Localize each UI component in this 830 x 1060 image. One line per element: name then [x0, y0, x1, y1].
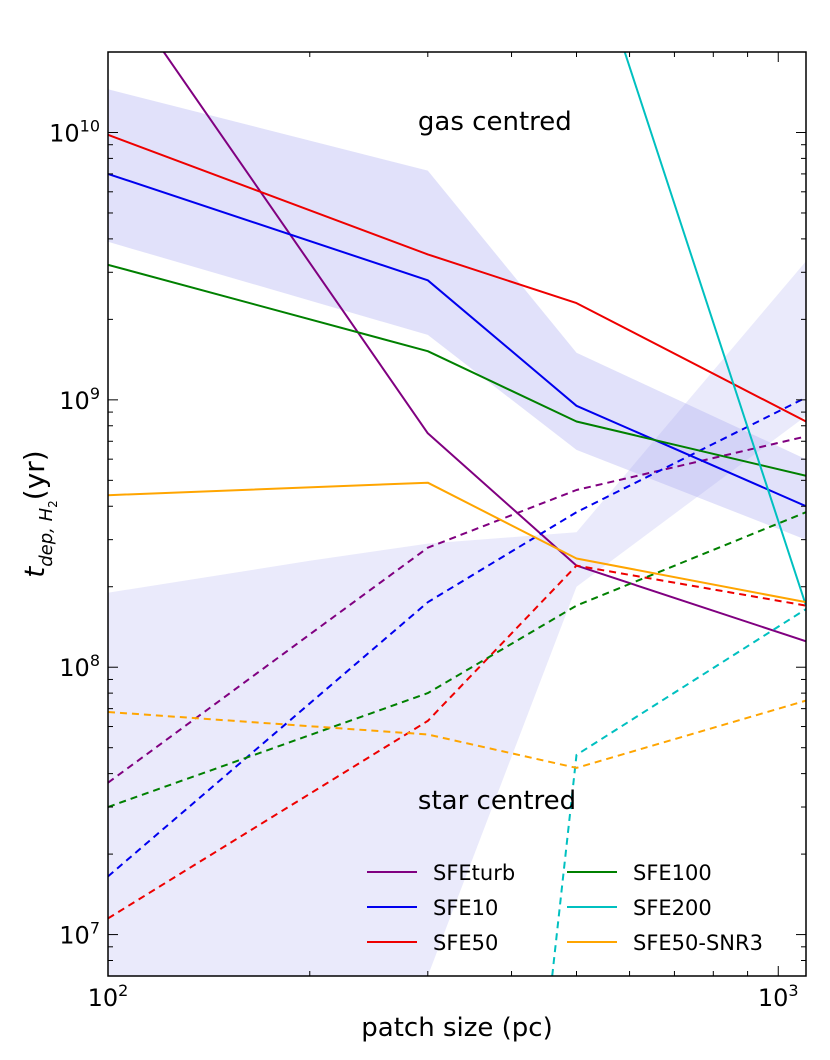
legend-label-sfe10: SFE10: [433, 896, 498, 920]
y-tick-label: 1010: [49, 116, 100, 147]
legend: SFEturb SFE10 SFE50 SFE100 SFE200 SFE50-SNR3: [367, 861, 763, 955]
x-tick-label-exp: 2: [118, 981, 128, 1000]
legend-label-sfe50: SFE50: [433, 931, 498, 955]
x-tick-label-base: 10: [758, 984, 789, 1012]
series-sfe50-snr3-solid: [108, 481, 806, 604]
annotation-gas-centred: gas centred: [418, 107, 572, 137]
axis-ticks: [107, 51, 806, 977]
x-tick-label: 103: [758, 981, 799, 1012]
y-tick-label-base: 10: [59, 654, 90, 682]
legend-label-sfeturb: SFEturb: [433, 861, 515, 885]
y-tick-label-exp: 7: [90, 919, 100, 938]
series-sfeturb-dashed: [108, 435, 806, 784]
y-tick-label-base: 10: [49, 119, 80, 147]
plot-frame: [107, 51, 807, 977]
y-tick-label-base: 10: [59, 387, 90, 415]
series-sfe100-dashed: [108, 511, 806, 808]
legend-label-sfe50-snr3: SFE50-SNR3: [633, 931, 763, 955]
series-sfe200-solid: [623, 52, 806, 606]
band-gas-centred-range: [108, 89, 806, 540]
x-axis-label: patch size (pc): [361, 1013, 552, 1043]
y-axis-label-unit: (yr): [18, 450, 51, 500]
y-axis-label-main: t: [18, 566, 51, 578]
y-axis-label-sub: dep, H: [36, 507, 57, 566]
y-axis-label-subsub: 2: [46, 500, 60, 508]
x-tick-label-base: 10: [88, 984, 119, 1012]
series-sfe100-solid: [108, 263, 806, 477]
series-sfe50-snr3-dashed: [108, 699, 806, 769]
legend-label-sfe200: SFE200: [633, 896, 712, 920]
y-axis-label: tdep, H2(yr): [18, 450, 60, 577]
series-sfeturb-solid: [162, 52, 806, 643]
y-tick-label: 108: [59, 651, 100, 682]
x-tick-label-exp: 3: [788, 981, 798, 1000]
y-tick-label-exp: 8: [90, 651, 100, 670]
y-tick-label-exp: 10: [80, 116, 100, 135]
series-sfe50-dashed: [108, 564, 806, 920]
x-tick-label: 102: [88, 981, 129, 1012]
annotations: gas centred star centred: [418, 107, 576, 816]
y-tick-label: 109: [59, 384, 100, 415]
legend-label-sfe100: SFE100: [633, 861, 712, 885]
series-lines: [108, 52, 806, 976]
annotation-star-centred: star centred: [418, 786, 576, 816]
confidence-bands: [108, 89, 806, 976]
y-tick-label-base: 10: [59, 922, 90, 950]
series-sfe10-dashed: [108, 396, 806, 878]
y-tick-label: 107: [59, 919, 100, 950]
series-sfe200-dashed: [551, 608, 806, 976]
series-sfe50-solid: [108, 133, 806, 423]
band-star-centred-range: [108, 261, 806, 976]
y-tick-label-exp: 9: [90, 384, 100, 403]
